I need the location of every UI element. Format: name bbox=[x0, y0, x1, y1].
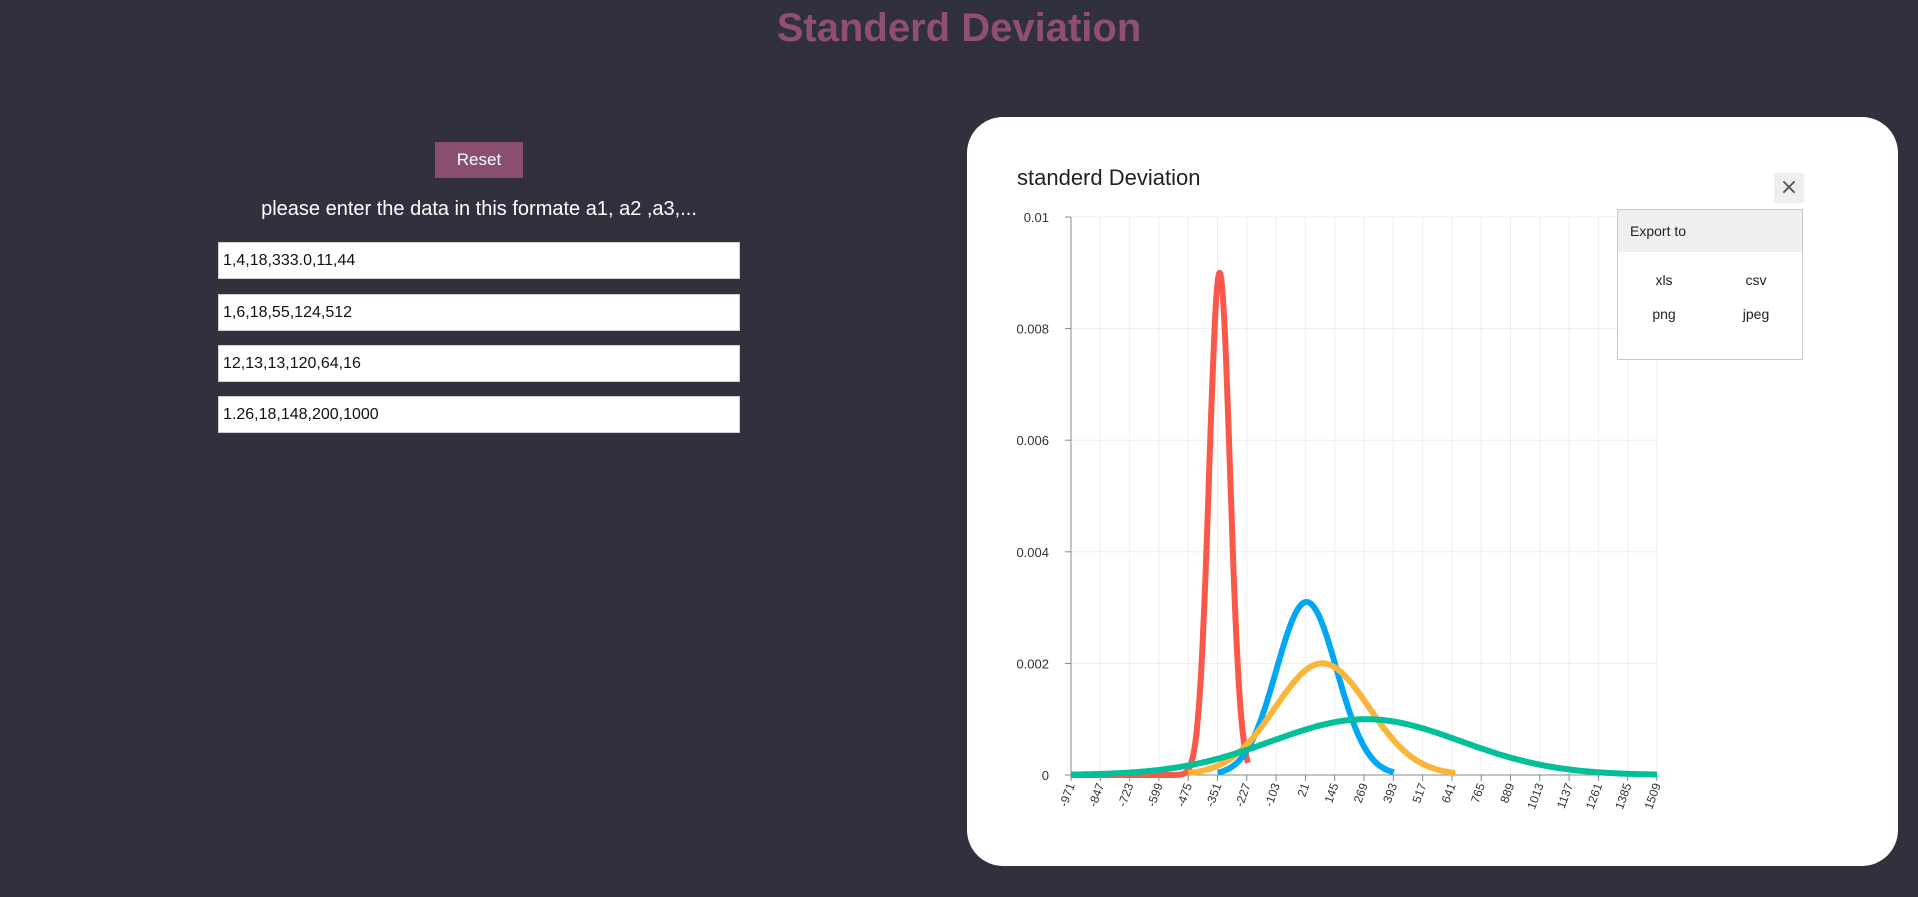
close-icon[interactable]: × bbox=[1774, 173, 1804, 203]
export-jpeg-option[interactable]: jpeg bbox=[1742, 306, 1770, 322]
page-title: Standerd Deviation bbox=[776, 6, 1142, 50]
y-tick-label: 0.01 bbox=[1024, 210, 1049, 225]
export-csv-option[interactable]: csv bbox=[1745, 272, 1767, 288]
x-tick-label: -475 bbox=[1174, 781, 1195, 809]
chart-plot: -971 -847 -723 -599 -475 -351 -227 -103 21 145 269… bbox=[1016, 210, 1664, 811]
x-tick-label: 517 bbox=[1409, 781, 1429, 805]
x-tick-label: 1261 bbox=[1583, 781, 1605, 811]
x-tick-label: 889 bbox=[1497, 781, 1517, 805]
export-menu: Export to xls csv png jpeg bbox=[1617, 209, 1803, 360]
x-tick-label: -599 bbox=[1144, 781, 1165, 809]
data-input-2[interactable] bbox=[218, 294, 740, 331]
instructions-text: please enter the data in this formate a1… bbox=[261, 198, 697, 220]
x-tick-label: -723 bbox=[1115, 781, 1136, 809]
data-input-4[interactable] bbox=[218, 396, 740, 433]
chart-title: standerd Deviation bbox=[1017, 165, 1201, 190]
series-line-4 bbox=[1070, 716, 1658, 778]
data-input-3[interactable] bbox=[218, 345, 740, 382]
export-options: xls csv png jpeg bbox=[1618, 252, 1802, 322]
y-tick-label: 0 bbox=[1042, 768, 1049, 783]
export-xls-option[interactable]: xls bbox=[1655, 272, 1673, 288]
x-tick-label: 765 bbox=[1468, 781, 1488, 805]
x-tick-label: -351 bbox=[1203, 781, 1224, 809]
x-tick-label: 1137 bbox=[1554, 781, 1576, 810]
y-tick-label: 0.008 bbox=[1016, 322, 1049, 337]
y-tick-label: 0.006 bbox=[1016, 433, 1049, 448]
x-tick-label: 1385 bbox=[1612, 781, 1634, 811]
series-line-1 bbox=[1068, 269, 1251, 778]
x-tick-label: 21 bbox=[1294, 781, 1312, 799]
x-tick-label: 1509 bbox=[1642, 781, 1664, 811]
y-tick-label: 0.002 bbox=[1016, 656, 1049, 671]
y-tick-label: 0.004 bbox=[1016, 545, 1049, 560]
x-tick-label: 1013 bbox=[1524, 781, 1546, 811]
x-tick-label: 145 bbox=[1322, 781, 1342, 805]
x-tick-label: -847 bbox=[1086, 781, 1107, 809]
reset-button[interactable]: Reset bbox=[435, 142, 523, 178]
x-tick-label: -971 bbox=[1056, 781, 1077, 809]
x-tick-label: 641 bbox=[1439, 781, 1459, 805]
export-header: Export to bbox=[1618, 210, 1802, 252]
data-input-1[interactable] bbox=[218, 242, 740, 279]
chart-card: -971 -847 -723 -599 -475 -351 -227 -103 21 145 269… bbox=[967, 117, 1898, 866]
export-png-option[interactable]: png bbox=[1652, 306, 1676, 322]
x-tick-label: 393 bbox=[1380, 781, 1400, 805]
x-tick-label: 269 bbox=[1351, 781, 1371, 805]
x-tick-label: -103 bbox=[1262, 781, 1283, 809]
x-tick-label: -227 bbox=[1232, 781, 1253, 809]
